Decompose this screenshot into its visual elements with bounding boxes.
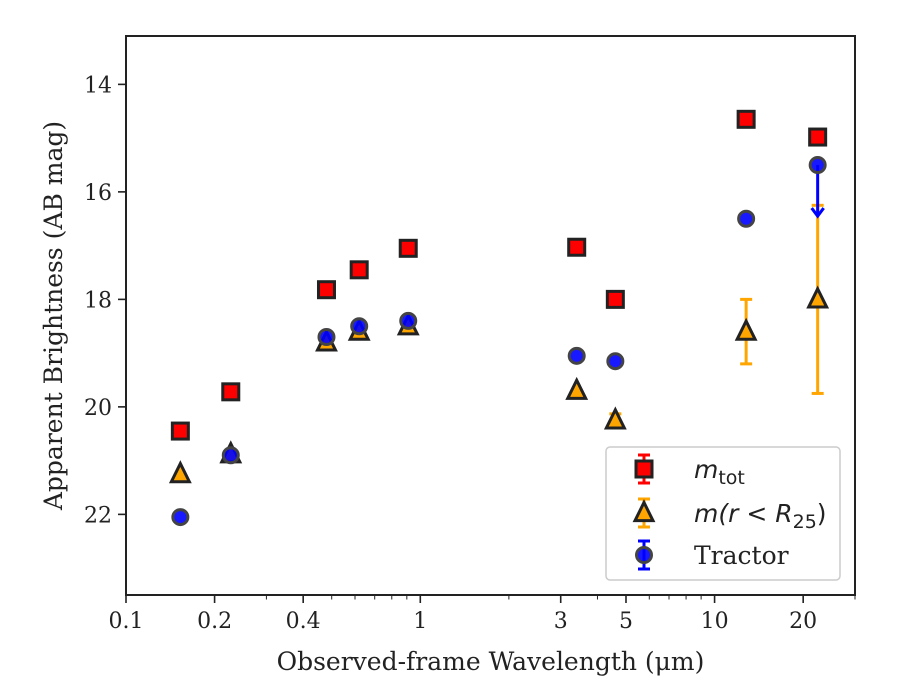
legend-marker [635, 546, 653, 564]
axes: 0.1 0.2 0.4 1 3 5 10 20 14 16 18 20 22 [84, 73, 856, 634]
legend-label: Tractor [694, 541, 789, 570]
legend: mtot m(r < R25) Tractor [605, 446, 841, 581]
y-tick-label: 18 [84, 288, 112, 313]
data-point [808, 156, 827, 174]
data-point [565, 376, 589, 400]
data-point [737, 209, 756, 228]
data-point [317, 328, 336, 346]
x-tick-label: 5 [619, 609, 633, 634]
x-axis-title: Observed-frame Wavelength (μm) [277, 647, 705, 676]
data-point [606, 352, 625, 371]
legend-marker [634, 459, 654, 479]
data-point [605, 289, 625, 309]
plot-frame [125, 35, 856, 596]
legend-box [605, 446, 841, 581]
x-tick-label: 0.4 [286, 609, 321, 634]
data-point [808, 127, 828, 147]
data-point [806, 285, 830, 309]
data-point [316, 280, 336, 300]
data-point [221, 382, 241, 402]
y-tick-label: 16 [84, 181, 112, 206]
data-point [567, 346, 586, 365]
data-point [171, 508, 190, 527]
data-point [736, 109, 756, 129]
x-tick-label: 3 [554, 609, 568, 634]
series-1 [170, 109, 828, 441]
y-axis-title: Apparent Brightness (AB mag) [39, 121, 68, 511]
x-tick-label: 10 [701, 609, 729, 634]
data-point [399, 311, 418, 330]
data-point [349, 260, 369, 280]
y-tick-label: 22 [84, 503, 112, 528]
y-tick-label: 14 [84, 73, 112, 98]
x-tick-label: 0.2 [197, 609, 232, 634]
plot-area [168, 109, 830, 527]
legend-label: mtot [694, 455, 745, 489]
upper-limit-arrow [810, 207, 825, 219]
data-point [168, 460, 192, 484]
data-point [567, 237, 587, 257]
data-point [734, 317, 758, 341]
data-point [603, 406, 627, 430]
legend-marker [632, 499, 656, 523]
legend-label: m(r < R25) [694, 499, 827, 533]
x-tick-label: 0.1 [109, 609, 144, 634]
x-tick-label: 1 [413, 609, 427, 634]
series-3 [171, 156, 827, 527]
x-tick-label: 20 [789, 609, 817, 634]
data-point [221, 446, 240, 465]
data-point [170, 421, 190, 441]
data-point [350, 317, 369, 336]
y-tick-label: 20 [84, 396, 112, 421]
data-point [398, 238, 418, 258]
